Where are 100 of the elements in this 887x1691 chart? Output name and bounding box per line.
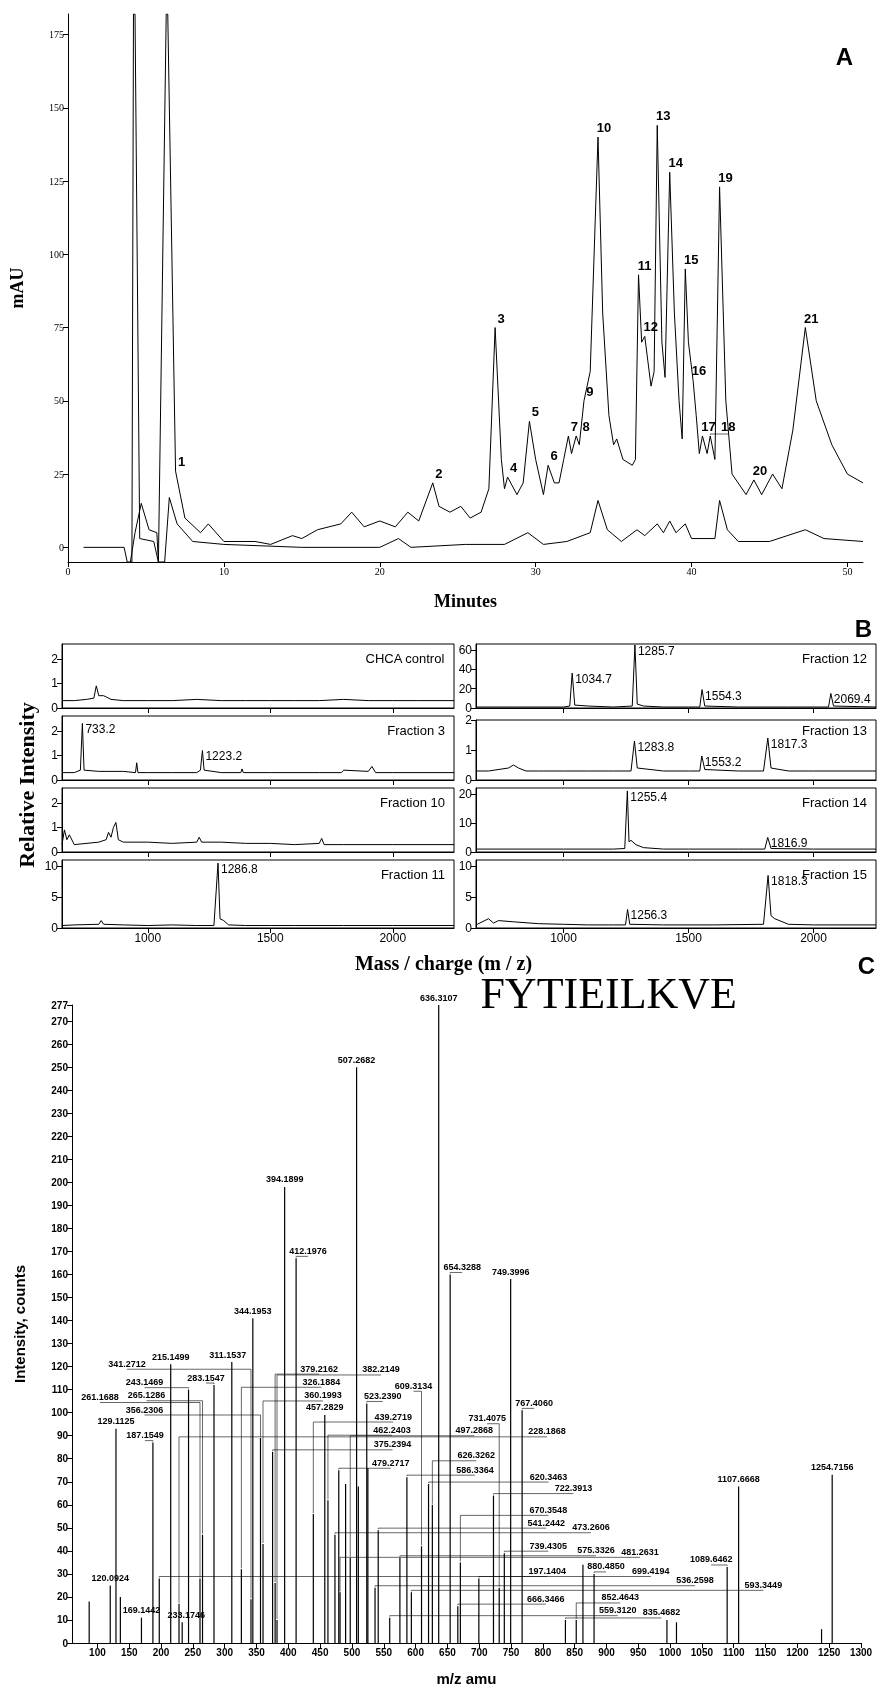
annotation: 197.1404 xyxy=(528,1566,567,1577)
x-tick-label: 2000 xyxy=(800,931,828,945)
x-tick-label: 1250 xyxy=(818,1646,841,1658)
annotation: 479.2717 xyxy=(372,1457,410,1468)
y-tick-label: 0 xyxy=(62,1637,69,1649)
annotation: 1107.6668 xyxy=(717,1473,760,1484)
x-tick-label: 950 xyxy=(629,1646,648,1658)
annotation: 767.4060 xyxy=(515,1397,553,1408)
y-axis-title: mAU xyxy=(7,267,27,309)
annotation: 283.1547 xyxy=(187,1372,225,1383)
y-tick-label: 0 xyxy=(51,773,59,787)
annotation: 1283.8 xyxy=(637,740,675,754)
annotation: 19 xyxy=(718,169,733,185)
annotation: 523.2390 xyxy=(363,1390,402,1401)
annotation: 412.1976 xyxy=(289,1245,327,1256)
annotation: 11 xyxy=(637,257,652,273)
y-tick-label: 20 xyxy=(458,681,473,696)
annotation: 670.3548 xyxy=(529,1504,568,1515)
x-tick-label: 100 xyxy=(89,1646,107,1658)
y-tick-label: 75 xyxy=(54,322,64,334)
annotation: 1817.3 xyxy=(770,737,808,751)
annotation: 341.2712 xyxy=(108,1358,146,1369)
annotation: 344.1953 xyxy=(234,1305,272,1316)
y-tick-label: 1 xyxy=(51,820,59,835)
annotation: 739.4305 xyxy=(529,1540,568,1551)
annotation: 18 xyxy=(721,418,736,434)
y-tick-label: 100 xyxy=(51,1407,69,1419)
x-tick-label: 1500 xyxy=(256,931,284,945)
annotation: 439.2719 xyxy=(374,1411,413,1422)
annotation: 733.2 xyxy=(85,722,116,737)
x-tick-label: 1100 xyxy=(722,1646,746,1658)
y-tick-label: 2 xyxy=(465,713,473,727)
annotation: 7 xyxy=(570,418,578,434)
y-tick-label: 5 xyxy=(51,890,59,905)
y-tick-label: 1 xyxy=(51,748,59,763)
x-tick-label: 1000 xyxy=(658,1646,682,1658)
annotation: 749.3996 xyxy=(491,1266,530,1277)
annotation: 243.1469 xyxy=(125,1377,164,1388)
y-tick-label: 90 xyxy=(56,1430,69,1442)
annotation: A xyxy=(835,42,854,70)
annotation: 1 xyxy=(177,454,186,470)
annotation: 15 xyxy=(684,251,699,267)
annotation: 609.3134 xyxy=(394,1380,433,1391)
annotation: 1285.7 xyxy=(637,644,675,658)
text: B xyxy=(854,614,873,642)
annotation: 265.1286 xyxy=(127,1390,166,1401)
x-tick-label: 700 xyxy=(470,1646,489,1658)
y-tick-label: 1 xyxy=(51,676,59,691)
y-tick-label: 2 xyxy=(51,795,59,810)
y-tick-label: 160 xyxy=(51,1268,69,1280)
y-tick-label: 10 xyxy=(458,859,473,874)
y-tick-label: 0 xyxy=(51,701,59,715)
x-tick-label: 1150 xyxy=(754,1646,777,1658)
y-tick-label: 1 xyxy=(465,743,473,757)
x-tick-label: 30 xyxy=(530,565,541,577)
y-tick-label: 230 xyxy=(51,1107,69,1119)
x-tick-label: 750 xyxy=(502,1646,520,1658)
annotation: 3 xyxy=(497,310,505,326)
y-tick-label: 0 xyxy=(465,773,473,787)
y-axis-title: Relative Intensity xyxy=(14,701,40,870)
text: Fraction 3 xyxy=(387,723,446,738)
annotation: 14 xyxy=(668,155,684,171)
annotation: 356.2306 xyxy=(125,1404,164,1415)
x-axis-title: Minutes xyxy=(434,591,497,611)
annotation: 457.2829 xyxy=(306,1402,344,1413)
text: Fraction 14 xyxy=(801,795,868,810)
x-tick-label: 300 xyxy=(216,1646,234,1658)
x-tick-label: 20 xyxy=(374,565,385,577)
y-tick-label: 130 xyxy=(51,1338,69,1350)
annotation: 1089.6462 xyxy=(689,1554,733,1565)
x-tick-label: 1000 xyxy=(550,931,578,945)
y-tick-label: 60 xyxy=(458,642,473,657)
annotation: 880.4850 xyxy=(587,1561,625,1572)
annotation: 20 xyxy=(752,462,768,478)
x-tick-label: 550 xyxy=(375,1646,393,1658)
annotation: 394.1899 xyxy=(265,1174,304,1185)
annotation: 2 xyxy=(435,465,443,481)
annotation: 462.2403 xyxy=(373,1424,411,1435)
annotation: 4 xyxy=(509,460,518,476)
x-tick-label: 10 xyxy=(218,565,229,577)
x-tick-label: 150 xyxy=(120,1646,139,1658)
chart-title: Fraction 13 xyxy=(801,723,868,738)
annotation: 1256.3 xyxy=(630,908,668,923)
annotation: 1554.3 xyxy=(705,688,743,703)
y-tick-label: 2 xyxy=(51,723,59,738)
x-tick-label: 900 xyxy=(598,1646,616,1658)
annotation: 215.1499 xyxy=(151,1351,190,1362)
x-tick-label: 650 xyxy=(439,1646,457,1658)
y-tick-label: 20 xyxy=(56,1591,69,1603)
text: Fraction 10 xyxy=(379,795,446,810)
annotation: 666.3466 xyxy=(527,1593,565,1604)
x-tick-label: 2000 xyxy=(379,931,407,945)
y-tick-label: 5 xyxy=(465,890,473,905)
y-tick-label: 25 xyxy=(54,468,64,480)
annotation: 6 xyxy=(550,448,558,464)
y-tick-label: 210 xyxy=(51,1153,69,1165)
y-tick-label: 170 xyxy=(51,1245,69,1257)
x-tick-label: 350 xyxy=(248,1646,266,1658)
annotation: 586.3364 xyxy=(456,1464,494,1475)
y-tick-label: 277 xyxy=(51,999,69,1011)
